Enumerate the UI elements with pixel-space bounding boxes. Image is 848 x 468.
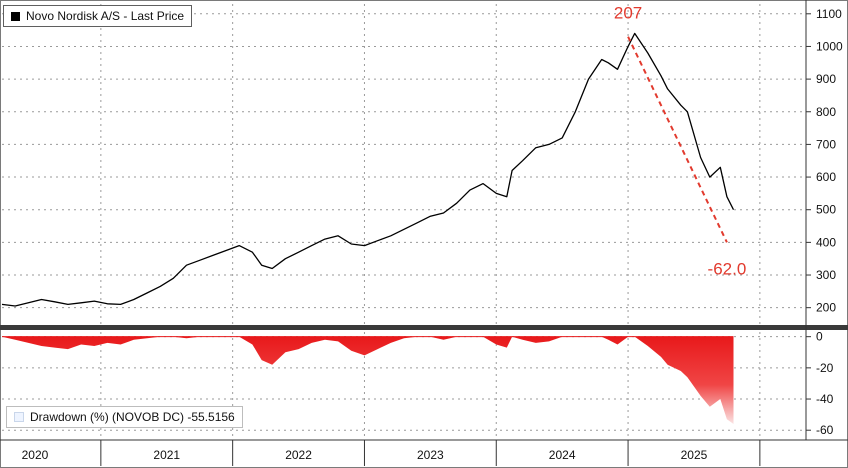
price-y-tick-label: 600 bbox=[816, 170, 836, 184]
price-legend: Novo Nordisk A/S - Last Price bbox=[3, 5, 193, 27]
drawdown-trend-line bbox=[627, 36, 728, 243]
price-annotation: -62.0 bbox=[708, 259, 747, 278]
price-y-tick-label: 400 bbox=[816, 235, 836, 249]
x-axis: 2020 2021 2022 2023 2024 2025 bbox=[22, 440, 761, 466]
price-line-layer bbox=[1, 32, 735, 307]
drawdown-legend: Drawdown (%) (NOVOB DC) -55.5156 bbox=[6, 406, 243, 428]
price-annotation: 207 bbox=[614, 4, 642, 23]
drawdown-y-tick-label: -40 bbox=[816, 392, 834, 406]
price-y-tick-label: 300 bbox=[816, 268, 836, 282]
x-axis-label: 2020 bbox=[22, 448, 49, 462]
drawdown-y-tick-label: -60 bbox=[816, 423, 834, 437]
drawdown-area-layer bbox=[2, 336, 734, 424]
price-gridlines bbox=[2, 4, 806, 324]
price-line bbox=[1, 32, 735, 307]
drawdown-y-tick-label: 0 bbox=[816, 330, 823, 344]
price-y-tick-label: 500 bbox=[816, 203, 836, 217]
price-y-tick-label: 700 bbox=[816, 137, 836, 151]
panel-separator bbox=[0, 325, 848, 330]
price-y-tick-label: 900 bbox=[816, 72, 836, 86]
trend-annotation-layer: 207 -62.0 bbox=[614, 4, 746, 279]
x-axis-label: 2024 bbox=[549, 448, 576, 462]
drawdown-y-tick-label: -20 bbox=[816, 361, 834, 375]
drawdown-legend-swatch bbox=[14, 412, 24, 422]
price-y-axis: 200 300 400 500 600 700 800 900 1000 1100 bbox=[806, 7, 843, 315]
x-axis-label: 2021 bbox=[153, 448, 180, 462]
price-y-tick-label: 1100 bbox=[816, 7, 842, 21]
price-y-tick-label: 200 bbox=[816, 301, 836, 315]
x-axis-label: 2022 bbox=[285, 448, 312, 462]
price-y-tick-label: 800 bbox=[816, 105, 836, 119]
x-axis-label: 2023 bbox=[417, 448, 444, 462]
x-axis-label: 2025 bbox=[681, 448, 708, 462]
price-legend-label: Novo Nordisk A/S - Last Price bbox=[26, 9, 185, 23]
drawdown-legend-label: Drawdown (%) (NOVOB DC) -55.5156 bbox=[30, 410, 235, 424]
drawdown-y-axis: 0 -20 -40 -60 bbox=[806, 330, 834, 437]
price-legend-swatch bbox=[11, 11, 20, 21]
drawdown-area bbox=[2, 336, 734, 424]
price-y-tick-label: 1000 bbox=[816, 39, 843, 53]
